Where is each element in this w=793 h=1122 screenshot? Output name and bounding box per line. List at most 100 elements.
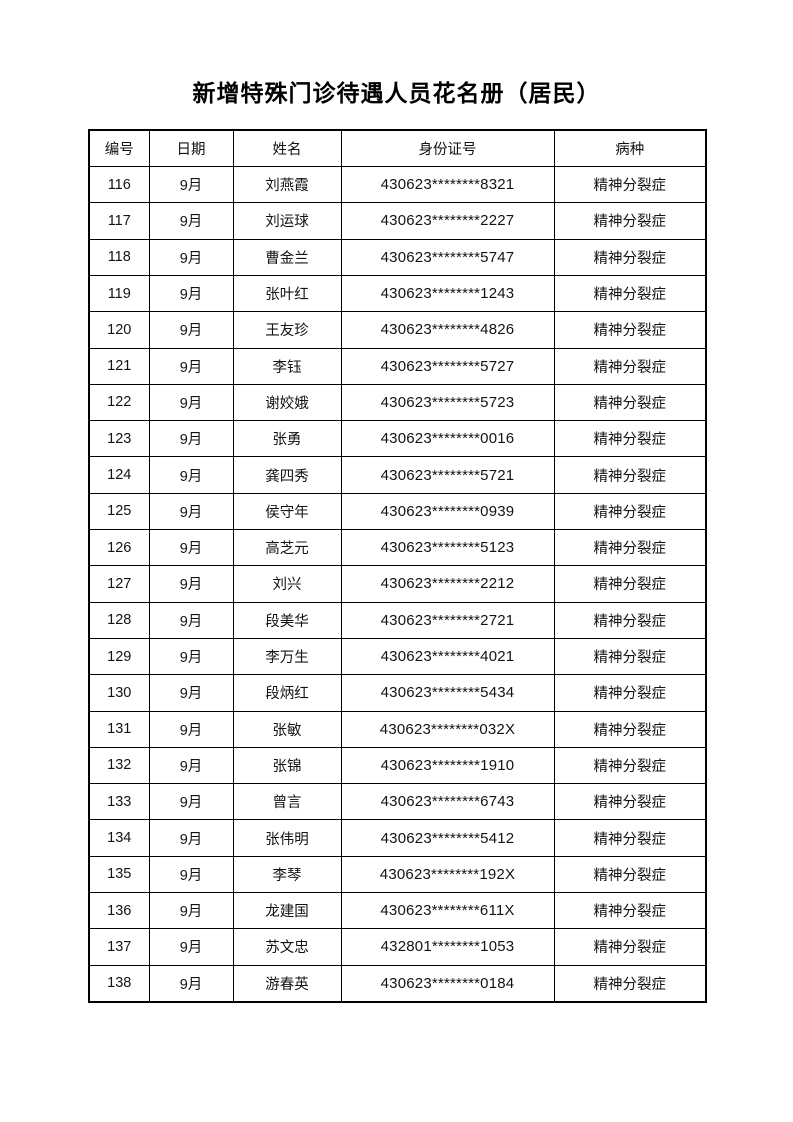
cell-date: 9月 bbox=[148, 637, 234, 676]
cell-disease: 精神分裂症 bbox=[553, 347, 707, 385]
cell-number: 132 bbox=[88, 746, 150, 785]
cell-name: 高芝元 bbox=[232, 529, 342, 567]
cell-id: 430623********0939 bbox=[340, 492, 555, 531]
table-row: 124 9月 龚四秀 430623********5721 精神分裂症 bbox=[88, 456, 707, 494]
header-row: 编号 日期 姓名 身份证号 病种 bbox=[88, 129, 707, 168]
cell-id: 430623********0184 bbox=[340, 964, 555, 1003]
cell-disease: 精神分裂症 bbox=[553, 964, 707, 1003]
cell-number: 124 bbox=[88, 456, 150, 494]
cell-id: 430623********5123 bbox=[340, 529, 555, 567]
cell-date: 9月 bbox=[148, 928, 234, 966]
cell-id: 430623********611X bbox=[340, 891, 555, 930]
cell-disease: 精神分裂症 bbox=[553, 637, 707, 676]
cell-name: 李琴 bbox=[232, 855, 342, 893]
cell-name: 游春英 bbox=[232, 964, 342, 1003]
cell-date: 9月 bbox=[148, 964, 234, 1003]
roster-table-body: 116 9月 刘燕霞 430623********8321 精神分裂症 117 9月 刘运球 4… bbox=[88, 166, 707, 1003]
cell-date: 9月 bbox=[148, 347, 234, 385]
cell-number: 121 bbox=[88, 347, 150, 385]
cell-disease: 精神分裂症 bbox=[553, 492, 707, 531]
table-row: 133 9月 曾言 430623********6743 精神分裂症 bbox=[88, 783, 707, 821]
cell-date: 9月 bbox=[148, 456, 234, 494]
cell-date: 9月 bbox=[148, 674, 234, 712]
column-header-id: 身份证号 bbox=[340, 129, 555, 168]
table-row: 138 9月 游春英 430623********0184 精神分裂症 bbox=[88, 964, 707, 1003]
cell-number: 131 bbox=[88, 710, 150, 748]
cell-name: 段炳红 bbox=[232, 674, 342, 712]
cell-disease: 精神分裂症 bbox=[553, 383, 707, 422]
cell-date: 9月 bbox=[148, 311, 234, 349]
cell-id: 430623********5412 bbox=[340, 819, 555, 857]
cell-date: 9月 bbox=[148, 710, 234, 748]
cell-number: 126 bbox=[88, 529, 150, 567]
cell-name: 刘兴 bbox=[232, 565, 342, 603]
cell-id: 430623********0016 bbox=[340, 420, 555, 458]
cell-disease: 精神分裂症 bbox=[553, 601, 707, 639]
cell-disease: 精神分裂症 bbox=[553, 783, 707, 821]
cell-number: 128 bbox=[88, 601, 150, 639]
cell-disease: 精神分裂症 bbox=[553, 928, 707, 966]
cell-number: 134 bbox=[88, 819, 150, 857]
cell-number: 136 bbox=[88, 891, 150, 930]
table-row: 117 9月 刘运球 430623********2227 精神分裂症 bbox=[88, 202, 707, 240]
cell-date: 9月 bbox=[148, 529, 234, 567]
cell-date: 9月 bbox=[148, 819, 234, 857]
cell-id: 430623********8321 bbox=[340, 166, 555, 204]
page-title: 新增特殊门诊待遇人员花名册（居民） bbox=[192, 81, 601, 106]
cell-number: 127 bbox=[88, 565, 150, 603]
cell-id: 430623********5727 bbox=[340, 347, 555, 385]
cell-date: 9月 bbox=[148, 891, 234, 930]
cell-number: 129 bbox=[88, 637, 150, 676]
cell-disease: 精神分裂症 bbox=[553, 456, 707, 494]
cell-id: 430623********2721 bbox=[340, 601, 555, 639]
cell-name: 苏文忠 bbox=[232, 928, 342, 966]
cell-name: 曾言 bbox=[232, 783, 342, 821]
cell-name: 龙建国 bbox=[232, 891, 342, 930]
cell-id: 432801********1053 bbox=[340, 928, 555, 966]
cell-id: 430623********6743 bbox=[340, 783, 555, 821]
cell-number: 123 bbox=[88, 420, 150, 458]
cell-disease: 精神分裂症 bbox=[553, 565, 707, 603]
cell-name: 张锦 bbox=[232, 746, 342, 785]
cell-date: 9月 bbox=[148, 783, 234, 821]
cell-name: 李钰 bbox=[232, 347, 342, 385]
cell-disease: 精神分裂症 bbox=[553, 674, 707, 712]
table-row: 136 9月 龙建国 430623********611X 精神分裂症 bbox=[88, 891, 707, 930]
cell-disease: 精神分裂症 bbox=[553, 166, 707, 204]
cell-id: 430623********5721 bbox=[340, 456, 555, 494]
cell-name: 张敏 bbox=[232, 710, 342, 748]
cell-disease: 精神分裂症 bbox=[553, 238, 707, 276]
cell-date: 9月 bbox=[148, 855, 234, 893]
cell-date: 9月 bbox=[148, 565, 234, 603]
cell-number: 137 bbox=[88, 928, 150, 966]
cell-id: 430623********2227 bbox=[340, 202, 555, 240]
cell-disease: 精神分裂症 bbox=[553, 529, 707, 567]
table-row: 120 9月 王友珍 430623********4826 精神分裂症 bbox=[88, 311, 707, 349]
table-row: 134 9月 张伟明 430623********5412 精神分裂症 bbox=[88, 819, 707, 857]
cell-name: 龚四秀 bbox=[232, 456, 342, 494]
column-header-name: 姓名 bbox=[232, 129, 342, 168]
table-row: 137 9月 苏文忠 432801********1053 精神分裂症 bbox=[88, 928, 707, 966]
table-row: 122 9月 谢姣娥 430623********5723 精神分裂症 bbox=[88, 383, 707, 422]
cell-number: 120 bbox=[88, 311, 150, 349]
cell-disease: 精神分裂症 bbox=[553, 891, 707, 930]
cell-name: 王友珍 bbox=[232, 311, 342, 349]
cell-name: 谢姣娥 bbox=[232, 383, 342, 422]
column-header-number: 编号 bbox=[88, 129, 150, 168]
cell-date: 9月 bbox=[148, 202, 234, 240]
cell-number: 138 bbox=[88, 964, 150, 1003]
cell-disease: 精神分裂症 bbox=[553, 311, 707, 349]
cell-date: 9月 bbox=[148, 492, 234, 531]
cell-id: 430623********5434 bbox=[340, 674, 555, 712]
cell-date: 9月 bbox=[148, 274, 234, 313]
roster-table-container: 编号 日期 姓名 身份证号 病种 116 9月 刘燕霞 430623********8321 精… bbox=[88, 128, 707, 1003]
cell-number: 118 bbox=[88, 238, 150, 276]
cell-id: 430623********5747 bbox=[340, 238, 555, 276]
cell-id: 430623********032X bbox=[340, 710, 555, 748]
cell-date: 9月 bbox=[148, 166, 234, 204]
cell-number: 117 bbox=[88, 202, 150, 240]
roster-table: 编号 日期 姓名 身份证号 病种 116 9月 刘燕霞 430623********8321 精… bbox=[88, 128, 707, 1003]
table-row: 118 9月 曹金兰 430623********5747 精神分裂症 bbox=[88, 238, 707, 276]
cell-number: 130 bbox=[88, 674, 150, 712]
table-row: 135 9月 李琴 430623********192X 精神分裂症 bbox=[88, 855, 707, 893]
